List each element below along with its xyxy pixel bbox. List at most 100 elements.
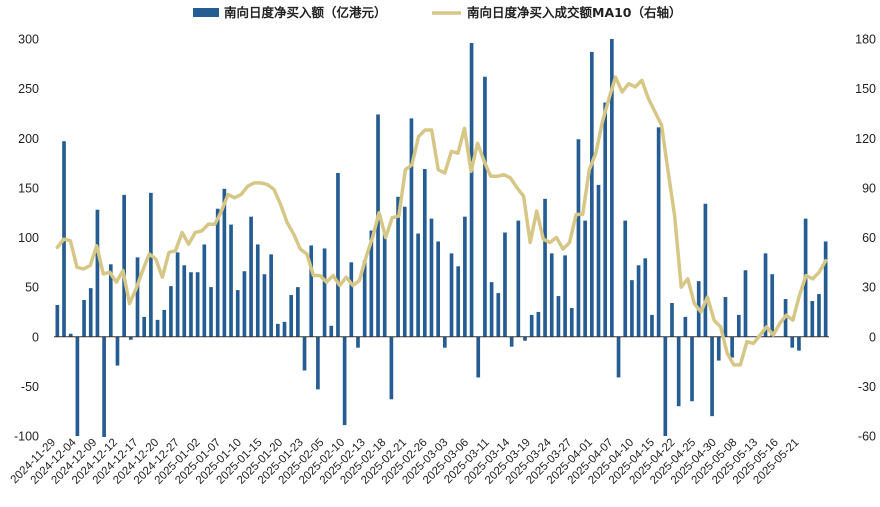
bar	[456, 266, 461, 337]
bar	[382, 234, 387, 337]
bar	[790, 336, 795, 348]
bar	[149, 192, 153, 337]
bar	[436, 241, 440, 337]
bar	[563, 255, 567, 337]
ma10-line	[55, 75, 828, 367]
bar	[469, 42, 474, 337]
y-right-tick-label: 120	[855, 132, 876, 146]
bar	[536, 311, 541, 337]
bar	[349, 262, 354, 337]
bar	[376, 114, 380, 337]
bar	[115, 336, 120, 366]
bar	[362, 260, 367, 337]
y-left-tick-label: 0	[32, 330, 39, 344]
bar	[169, 286, 173, 337]
bar	[583, 220, 587, 337]
bar	[389, 336, 394, 400]
bar	[249, 216, 253, 337]
bar	[356, 336, 360, 348]
bar	[543, 198, 547, 337]
bar	[596, 184, 601, 337]
bar	[810, 301, 815, 337]
bar	[235, 290, 240, 337]
bar	[589, 51, 594, 337]
y-right-tick-label: -30	[858, 380, 876, 394]
bar	[215, 208, 220, 337]
bar	[683, 316, 688, 337]
bar	[643, 258, 648, 337]
bar	[342, 336, 347, 426]
bar	[443, 336, 447, 348]
y-right-tick-label: -60	[858, 430, 876, 444]
bar	[396, 196, 400, 337]
bar	[503, 232, 507, 337]
bar	[155, 319, 160, 337]
y-axis-right: -60 -30 0 30 60 90 120 150 180	[855, 33, 876, 444]
bar	[282, 321, 287, 337]
bar	[128, 336, 133, 340]
bar	[523, 336, 527, 341]
bar	[556, 296, 561, 337]
bar	[289, 295, 294, 337]
bar	[463, 216, 467, 337]
bar	[369, 230, 374, 337]
bar	[650, 314, 654, 337]
y-right-tick-label: 180	[855, 33, 876, 47]
bar	[255, 244, 260, 337]
bar	[175, 252, 180, 337]
bar	[195, 272, 200, 337]
bar	[603, 102, 608, 337]
bar	[656, 127, 661, 337]
y-left-tick-label: -100	[14, 430, 39, 444]
bar	[269, 254, 273, 337]
bar	[496, 293, 501, 337]
bar	[529, 314, 534, 337]
bar	[690, 336, 694, 402]
bar	[710, 336, 714, 417]
bar	[489, 282, 494, 337]
bar	[182, 265, 187, 337]
bar	[302, 336, 307, 371]
bar	[630, 280, 634, 337]
legend-bar-swatch	[193, 8, 219, 17]
bar	[122, 194, 126, 337]
y-right-tick-label: 90	[862, 181, 876, 195]
bar	[476, 336, 481, 378]
bar	[229, 224, 233, 337]
y-left-tick-label: 100	[18, 231, 39, 245]
ma10-series	[55, 75, 828, 367]
bar	[296, 287, 300, 337]
bar	[636, 265, 641, 337]
bar	[75, 336, 80, 436]
bar	[402, 206, 407, 337]
y-left-tick-label: 250	[18, 82, 39, 96]
bar	[95, 209, 100, 337]
bar	[763, 253, 768, 337]
bar	[797, 336, 801, 351]
y-left-tick-label: -50	[21, 380, 39, 394]
bar	[429, 218, 434, 337]
y-left-tick-label: 200	[18, 132, 39, 146]
bar	[316, 336, 320, 390]
bar	[142, 316, 147, 337]
bar	[409, 118, 414, 337]
bar	[222, 188, 227, 337]
legend: 南向日度净买入额（亿港元） 南向日度净买入成交额MA10（右轴）	[193, 5, 682, 20]
bar	[663, 336, 668, 436]
bar	[703, 203, 708, 337]
bar	[770, 274, 775, 337]
bar	[336, 172, 340, 337]
bar	[730, 336, 734, 358]
bar	[569, 307, 574, 337]
bar	[68, 333, 73, 337]
bar	[509, 336, 514, 347]
y-right-tick-label: 0	[869, 330, 876, 344]
bar	[623, 220, 628, 337]
bar	[189, 272, 193, 337]
y-right-tick-label: 150	[855, 82, 876, 96]
bar	[209, 287, 213, 337]
y-left-tick-label: 150	[18, 181, 39, 195]
bar	[309, 245, 314, 337]
bar	[135, 257, 140, 337]
bar	[716, 336, 721, 361]
